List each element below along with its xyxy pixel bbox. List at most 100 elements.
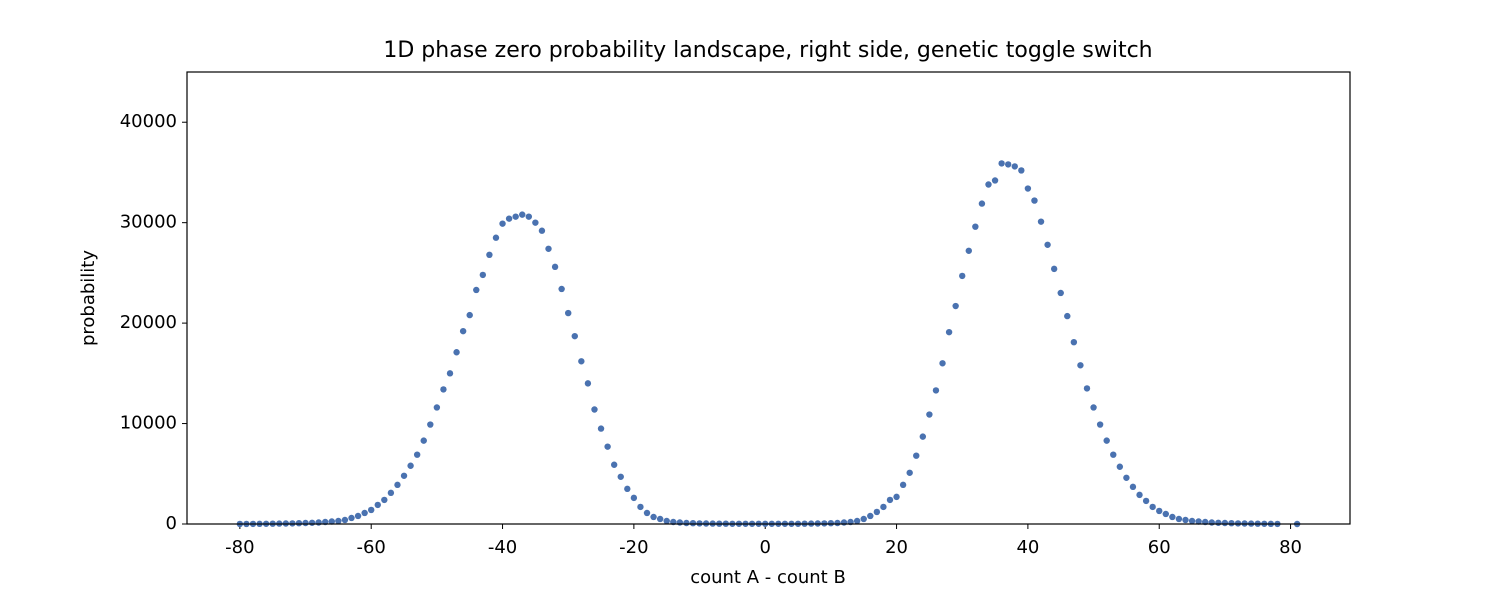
point [1070,338,1078,346]
point [1018,167,1025,174]
point [440,386,447,393]
point [604,443,611,450]
point [637,503,644,511]
point [886,496,894,504]
point [394,481,401,489]
point [860,515,867,523]
point [1136,491,1143,499]
point [853,517,861,525]
point [584,380,592,387]
point [512,213,519,220]
y-axis-label: probability [78,250,99,346]
x-tick-label: 0 [759,537,770,558]
point [289,520,296,527]
point [381,496,388,504]
y-tick-label: 0 [166,513,177,534]
point [1188,517,1196,525]
point [913,452,920,459]
point [998,160,1005,167]
point [1057,289,1064,297]
point [1169,513,1176,521]
point [821,520,828,527]
point [479,271,487,279]
point [978,200,986,207]
point [341,516,349,524]
point [558,285,565,293]
point [374,501,381,509]
x-tick-label: 20 [885,537,908,558]
point [519,211,526,218]
point [492,234,500,241]
point [446,370,454,377]
point [1103,437,1110,444]
point [486,251,493,259]
point [532,219,539,226]
point [466,311,473,319]
point [959,272,966,280]
point [1156,507,1163,515]
point [459,327,467,335]
point [354,512,362,520]
point [433,404,441,411]
point [945,328,953,336]
point [1175,515,1183,523]
point [420,437,427,444]
point [315,519,322,526]
point [1004,161,1012,168]
point [295,519,303,527]
point [1182,516,1189,524]
y-tick-label: 30000 [120,212,177,233]
point [1195,518,1202,525]
point [991,177,999,184]
point [1228,519,1235,527]
point [1116,463,1124,470]
point [525,213,533,220]
point [413,451,421,458]
point [972,223,979,230]
point [407,462,414,469]
point [1096,421,1104,428]
point [840,519,848,526]
point [505,215,513,222]
point [565,309,572,317]
x-tick-label: -40 [488,537,517,558]
point [1149,503,1156,511]
point [368,506,375,514]
point [624,485,631,493]
x-tick-label: -20 [619,537,648,558]
point [1208,519,1215,526]
x-tick-label: -60 [356,537,385,558]
y-tick-label: 20000 [120,312,177,333]
point [650,513,657,521]
chart-title: 1D phase zero probability landscape, rig… [383,38,1152,63]
point [499,220,506,227]
point [473,286,480,294]
point [578,358,585,365]
point [899,481,907,489]
point [453,349,460,356]
point [348,514,355,522]
point [689,519,697,527]
point [834,519,841,527]
x-tick-label: 60 [1148,537,1171,558]
point [551,263,559,271]
point [302,519,309,527]
point [1123,474,1130,481]
x-tick-label: 80 [1279,537,1302,558]
point [361,509,368,517]
point [427,421,434,428]
point [1110,451,1117,458]
point [400,472,408,479]
x-tick-label: 40 [1016,537,1039,558]
point [893,493,900,501]
point [1215,519,1222,526]
point [1129,483,1137,491]
point [328,518,336,525]
point [696,520,703,527]
point [630,494,638,502]
point [597,425,605,432]
point [1037,218,1045,225]
point [387,489,395,497]
